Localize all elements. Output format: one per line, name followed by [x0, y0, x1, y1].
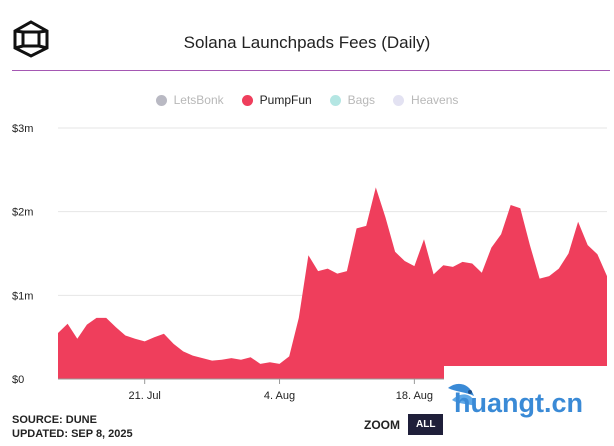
y-tick-label: $0: [12, 374, 24, 386]
legend-dot-icon: [329, 94, 341, 106]
legend-label: LetsBonk: [173, 93, 224, 107]
chart-title: Solana Launchpads Fees (Daily): [183, 33, 431, 52]
bird-icon: [448, 383, 476, 406]
header-divider: [12, 70, 610, 71]
zoom-all-button[interactable]: ALL: [408, 414, 444, 435]
x-tick-label: 4. Aug: [264, 390, 295, 402]
legend-dot-icon: [393, 94, 405, 106]
the-block-logo-icon: [12, 20, 50, 58]
x-tick-label: 18. Aug: [396, 390, 433, 402]
legend-item-bags[interactable]: Bags: [329, 93, 376, 107]
legend-dot-icon: [155, 94, 167, 106]
source-text: SOURCE: DUNE: [12, 414, 97, 426]
legend-item-letsbonk[interactable]: LetsBonk: [155, 93, 224, 107]
watermark-text: huangt.cn: [454, 388, 583, 418]
legend-item-pumpfun[interactable]: PumpFun: [241, 93, 312, 107]
updated-text: UPDATED: SEP 8, 2025: [12, 428, 133, 440]
legend-label: Heavens: [411, 93, 459, 107]
source-note: SOURCE: DUNE UPDATED: SEP 8, 2025: [12, 413, 133, 441]
legend-dot-icon: [241, 94, 253, 106]
chart-legend: LetsBonk PumpFun Bags Heavens: [0, 93, 614, 107]
y-tick-label: $3m: [12, 123, 33, 135]
legend-label: Bags: [347, 93, 376, 107]
zoom-label: ZOOM: [364, 417, 400, 432]
series-area-pumpfun: [58, 187, 607, 379]
watermark: huangt.cn: [444, 366, 614, 432]
y-tick-label: $1m: [12, 290, 33, 302]
x-tick-label: 21. Jul: [128, 390, 160, 402]
legend-item-heavens[interactable]: Heavens: [393, 93, 458, 107]
y-tick-label: $2m: [12, 207, 33, 219]
zoom-controls: ZOOM ALL: [364, 414, 444, 435]
legend-label: PumpFun: [259, 93, 312, 107]
